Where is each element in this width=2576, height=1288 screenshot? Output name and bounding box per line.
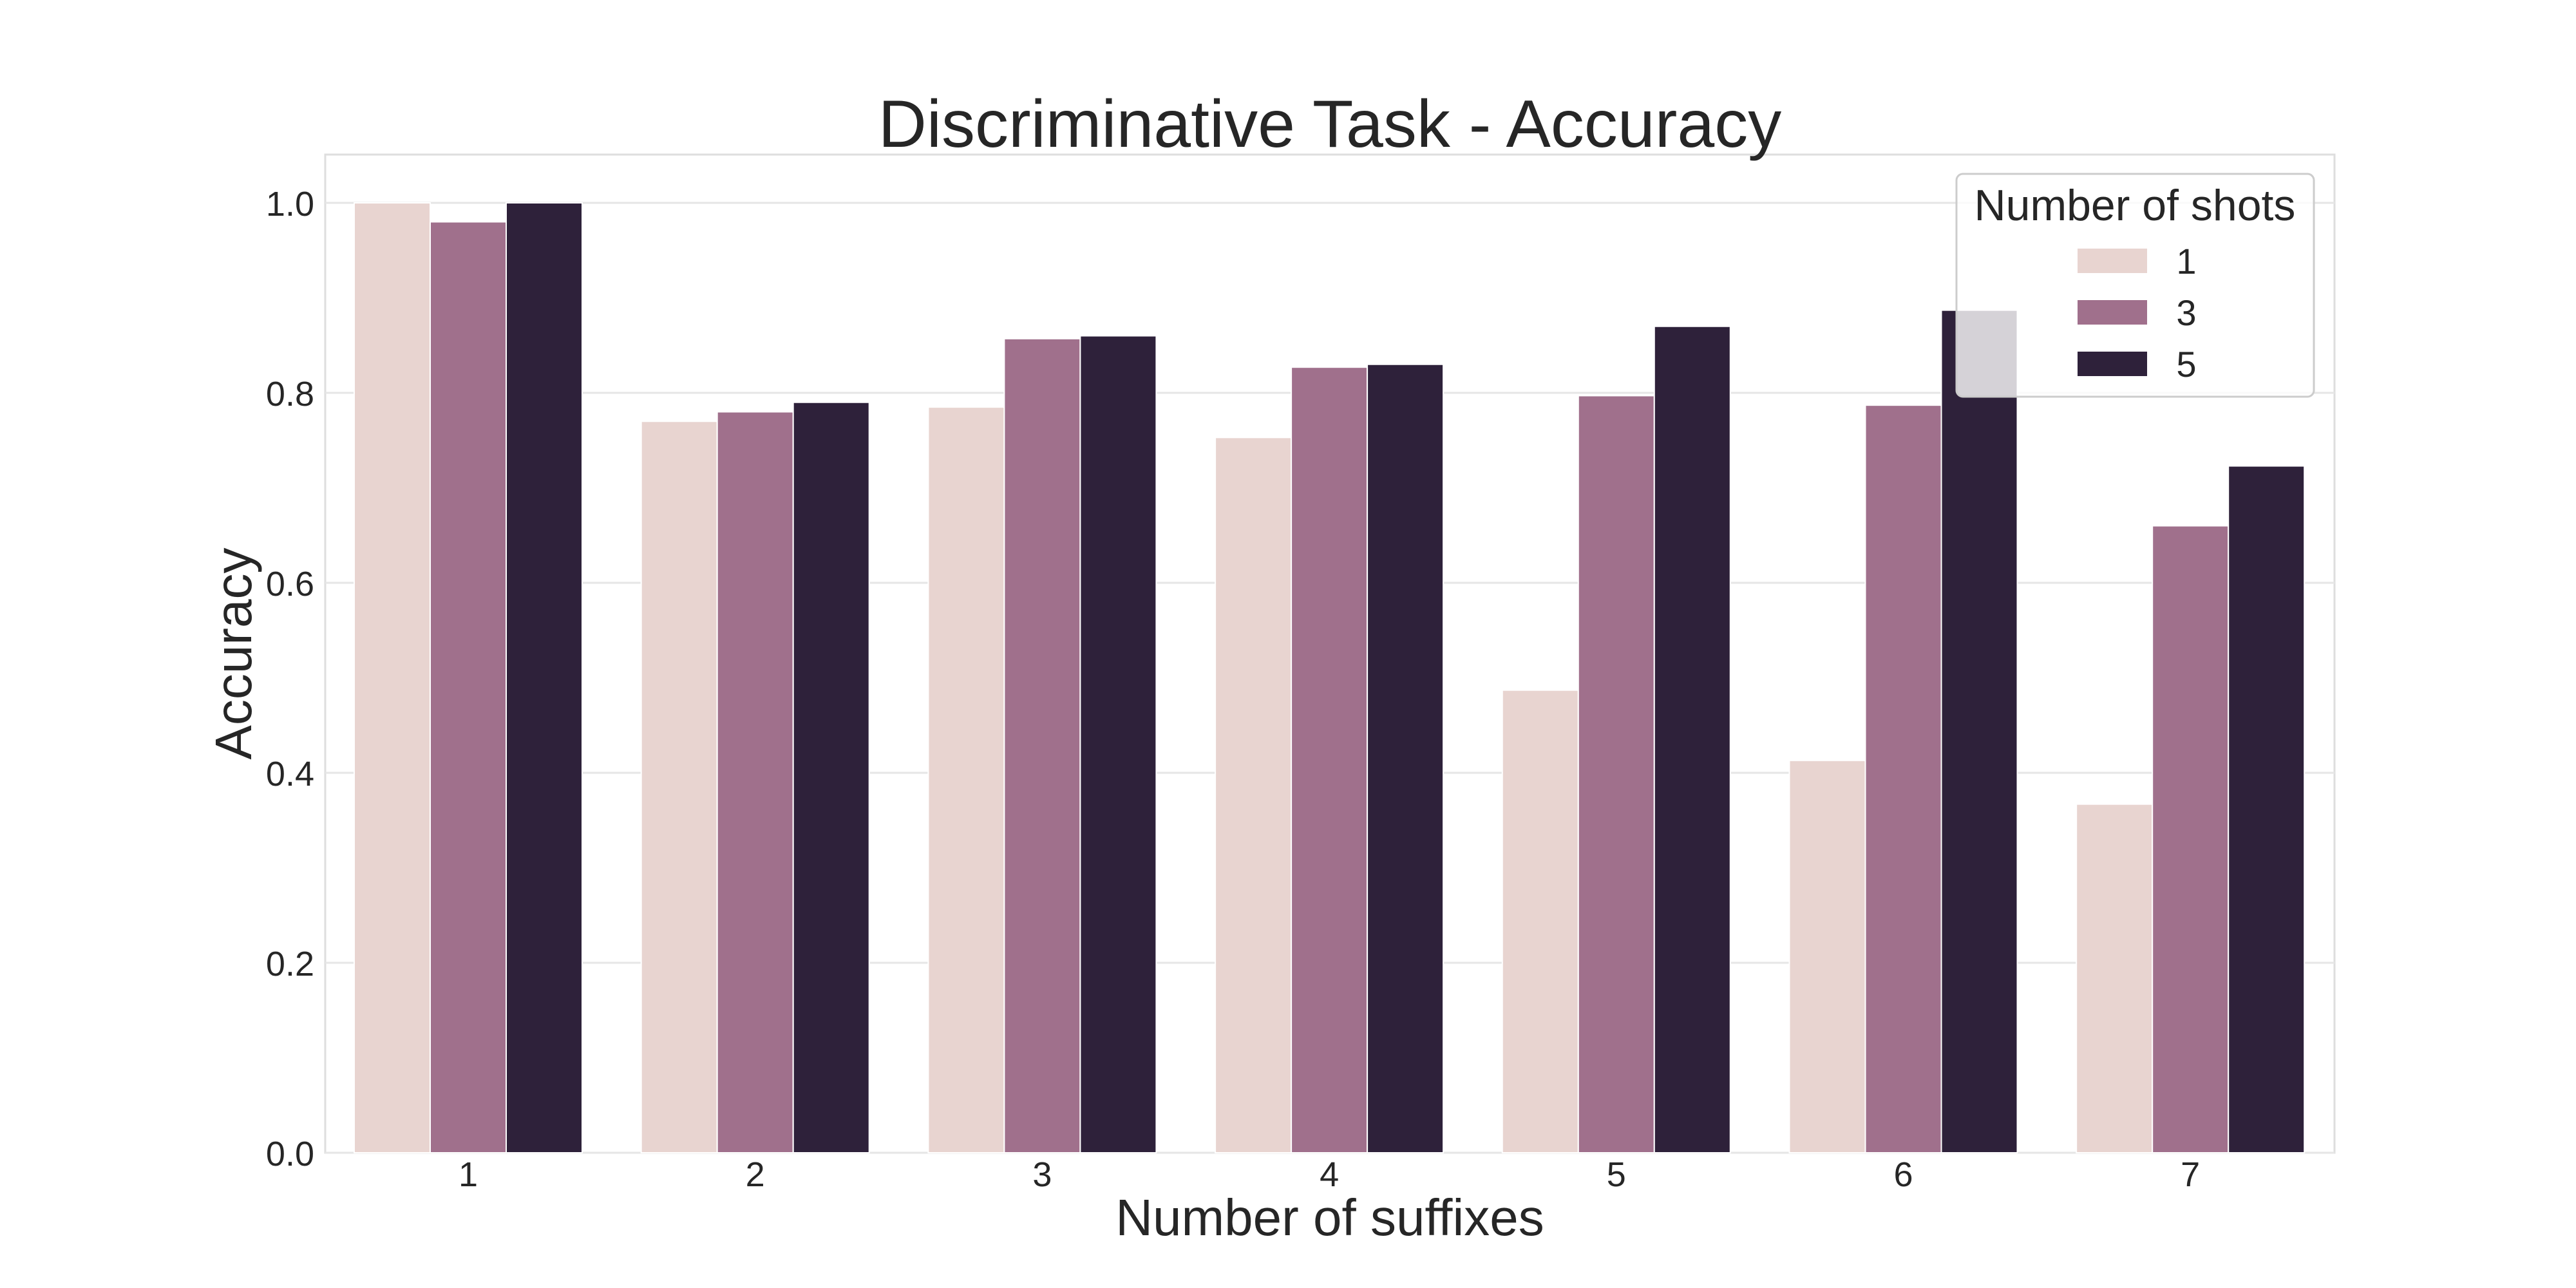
x-tick-labels: 1 2 3 4 5 6 7	[459, 1155, 2200, 1194]
bar-shots-3-suffix-4	[1291, 366, 1368, 1153]
chart-title: Discriminative Task - Accuracy	[878, 87, 1781, 162]
legend-items: 1 3 5	[2076, 241, 2197, 384]
y-axis-label: Accuracy	[205, 548, 262, 760]
bars	[354, 202, 2306, 1154]
bar-shots-1-suffix-1	[354, 202, 431, 1153]
bar-shots-5-suffix-1	[506, 202, 583, 1153]
bar-shots-5-suffix-4	[1367, 363, 1444, 1153]
bar-shots-3-suffix-3	[1003, 337, 1081, 1153]
x-axis-label: Number of suffixes	[1115, 1189, 1544, 1246]
legend-title: Number of shots	[1975, 181, 2296, 230]
bar-shots-5-suffix-5	[1653, 325, 1731, 1153]
legend-swatch	[2076, 247, 2148, 274]
bar-shots-1-suffix-4	[1215, 437, 1293, 1154]
bar-shots-5-suffix-7	[2228, 465, 2306, 1154]
legend-label: 1	[2176, 241, 2196, 281]
bar-shots-3-suffix-5	[1577, 395, 1655, 1153]
x-tick-label: 3	[1032, 1155, 1052, 1194]
y-tick-label: 0.8	[266, 375, 314, 413]
bar-shots-1-suffix-7	[2076, 803, 2154, 1154]
legend-box	[1955, 173, 2315, 398]
legend-label: 3	[2176, 292, 2196, 333]
legend-swatch	[2076, 299, 2148, 326]
y-tick-label: 0.6	[266, 565, 314, 603]
y-tick-label: 0.4	[266, 755, 314, 793]
x-tick-label: 6	[1893, 1155, 1913, 1194]
x-tick-label: 1	[459, 1155, 478, 1194]
x-tick-label: 7	[2181, 1155, 2200, 1194]
bar-shots-1-suffix-6	[1788, 759, 1866, 1153]
x-tick-label: 5	[1607, 1155, 1626, 1194]
bar-shots-3-suffix-6	[1864, 404, 1942, 1153]
bar-shots-5-suffix-2	[792, 401, 870, 1153]
bar-shots-5-suffix-3	[1079, 335, 1157, 1153]
legend-swatch	[2076, 350, 2148, 377]
bar-shots-5-suffix-6	[1940, 309, 2018, 1153]
legend-label: 5	[2176, 344, 2196, 384]
legend: Number of shots 1 3 5	[1955, 173, 2315, 398]
x-tick-label: 4	[1320, 1155, 1339, 1194]
bar-shots-1-suffix-2	[640, 421, 718, 1153]
y-tick-label: 0.0	[266, 1135, 314, 1173]
x-tick-label: 2	[746, 1155, 765, 1194]
bar-shots-1-suffix-5	[1501, 689, 1579, 1154]
bar-shots-1-suffix-3	[927, 406, 1005, 1153]
bar-shots-3-suffix-2	[716, 411, 794, 1153]
y-tick-label: 0.2	[266, 945, 314, 983]
bar-shots-3-suffix-7	[2152, 525, 2230, 1153]
y-tick-label: 1.0	[266, 185, 314, 223]
y-tick-labels: 0.0 0.2 0.4 0.6 0.8 1.0	[266, 185, 314, 1173]
bar-shots-3-suffix-1	[430, 221, 507, 1153]
